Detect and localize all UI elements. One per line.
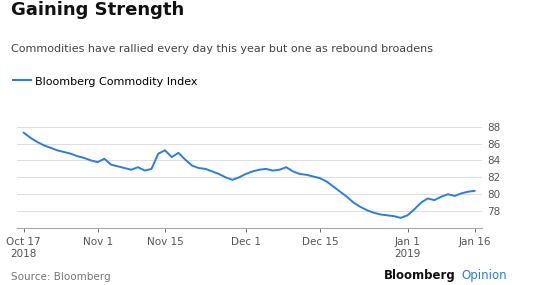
Text: Commodities have rallied every day this year but one as rebound broadens: Commodities have rallied every day this … [11,44,433,54]
Legend: Bloomberg Commodity Index: Bloomberg Commodity Index [13,76,198,87]
Text: Gaining Strength: Gaining Strength [11,1,184,19]
Text: Opinion: Opinion [461,269,506,282]
Text: Source: Bloomberg: Source: Bloomberg [11,272,111,282]
Text: Bloomberg: Bloomberg [384,269,455,282]
